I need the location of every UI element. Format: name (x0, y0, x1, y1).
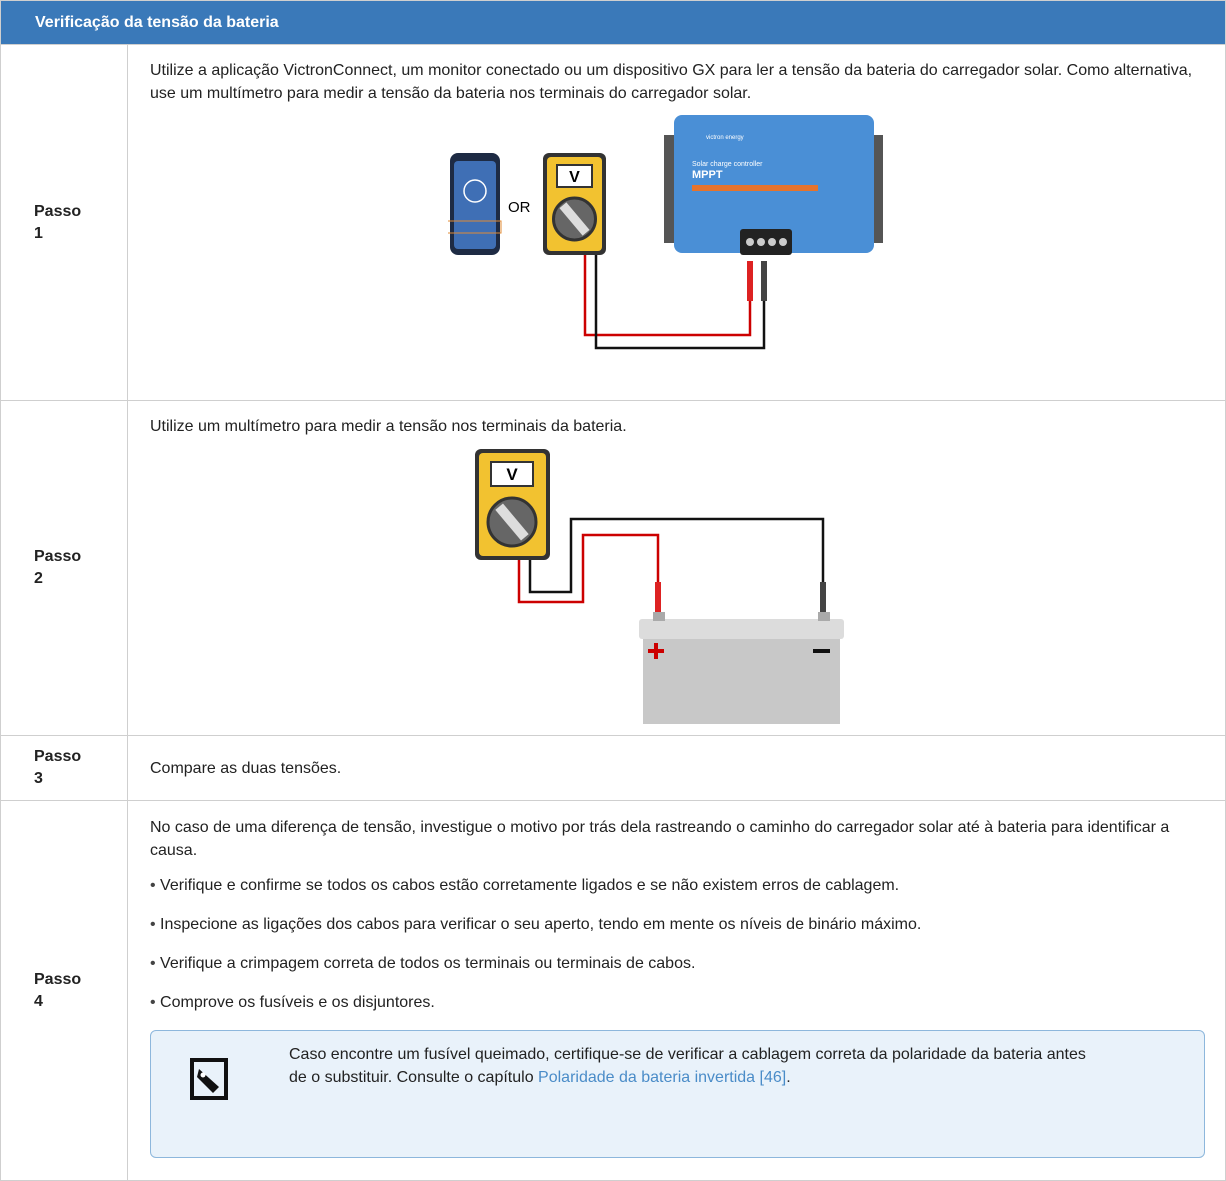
meter-label: V (569, 169, 580, 186)
step-label: Passo 4 (34, 970, 82, 1010)
step-label: Passo 1 (34, 202, 82, 242)
step-text: No caso de uma diferença de tensão, inve… (150, 819, 1170, 859)
model: MPPT (692, 169, 723, 181)
note-icon (190, 1058, 228, 1100)
bullet-list: Verifique e confirme se todos os cabos e… (150, 874, 1205, 1014)
step-text: Utilize um multímetro para medir a tensã… (150, 418, 627, 435)
brand: victron energy (706, 135, 744, 141)
note-end: . (786, 1069, 791, 1086)
note-link[interactable]: Polaridade da bateria invertida [46] (538, 1069, 787, 1086)
step-text: Compare as duas tensões. (150, 759, 342, 777)
bullet: Verifique e confirme se todos os cabos e… (150, 874, 1205, 897)
step-label: Passo 3 (34, 748, 82, 787)
or-label: OR (508, 199, 531, 216)
bullet: Comprove os fusíveis e os disjuntores. (150, 991, 1205, 1014)
note-text: Caso encontre um fusível queimado, certi… (289, 1046, 1086, 1086)
figure-controller: OR V victron energy Solar charge control… (448, 115, 883, 350)
figure-battery: V (475, 449, 844, 724)
note: Caso encontre um fusível queimado, certi… (150, 1030, 1205, 1158)
bullet: Inspecione as ligações dos cabos para ve… (150, 913, 1205, 936)
step-label: Passo 2 (34, 548, 82, 587)
step-text: Utilize a aplicação VictronConnect, um m… (150, 62, 1193, 102)
table-title: Verificação da tensão da bateria (0, 0, 1226, 45)
product: Solar charge controller (692, 161, 763, 168)
bullet: Verifique a crimpagem correta de todos o… (150, 952, 1205, 975)
meter-label: V (506, 465, 518, 484)
